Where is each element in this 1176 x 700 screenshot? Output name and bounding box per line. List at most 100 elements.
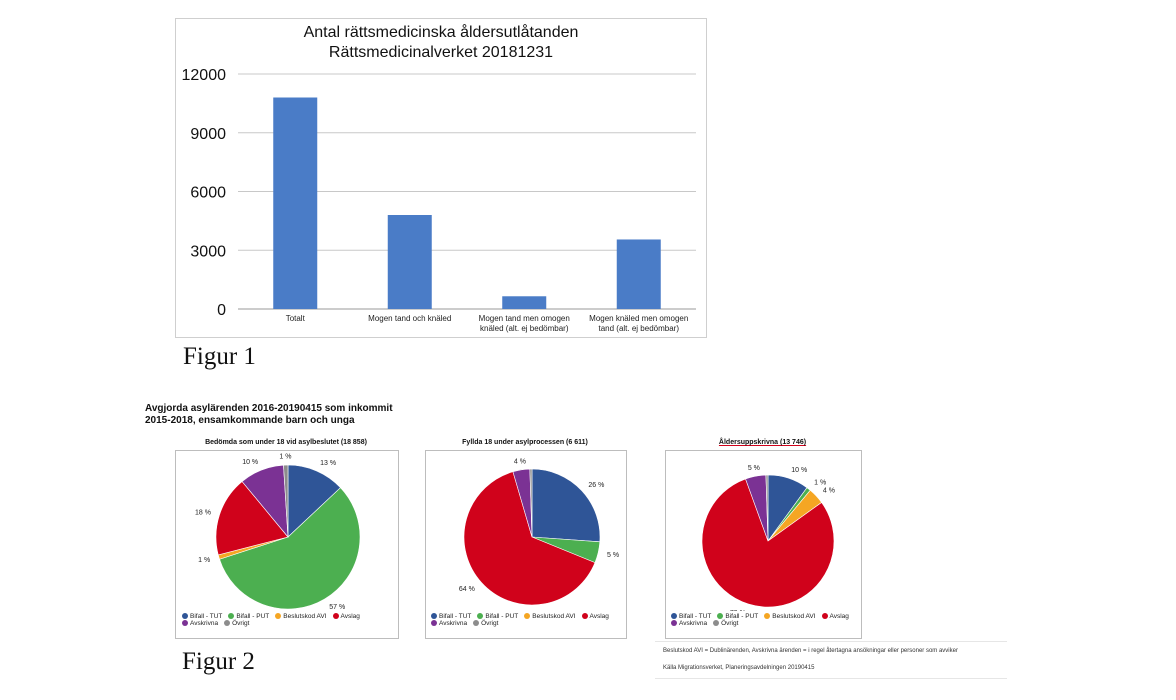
pie-slice: [529, 468, 533, 538]
legend-swatch: [671, 613, 677, 619]
legend-item: Övrigt: [713, 620, 738, 627]
pie-data-label: 18 %: [195, 509, 211, 516]
pie-slice: [287, 464, 341, 538]
legend-item: Avslag: [821, 613, 849, 620]
footnote-panel: Beslutskod AVI = Dublinärenden, Avskrivn…: [655, 641, 1007, 679]
pie-data-label: 26 %: [588, 482, 604, 489]
pie-data-label: 57 %: [329, 604, 345, 611]
x-tick-label: Mogen tand och knäled: [368, 314, 451, 323]
legend-swatch: [524, 613, 531, 619]
y-tick-label: 6000: [190, 185, 226, 202]
figur2-caption: Figur 2: [182, 648, 255, 675]
legend-swatch: [431, 620, 437, 626]
pie1-title: Bedömda som under 18 vid asylbeslutet (1…: [205, 439, 367, 446]
footnote-source: Källa Migrationsverket, Planeringsavdeln…: [663, 665, 815, 671]
pie2-legend: Bifall - TUT Bifall - PUT Beslutskod AVI Av…: [431, 613, 623, 627]
legend-label: Avslag: [589, 613, 609, 620]
figur2-heading: Avgjorda asylärenden 2016-20190415 som i…: [145, 403, 393, 427]
legend-swatch: [228, 613, 235, 619]
pie-data-label: 4 %: [823, 487, 835, 494]
legend-label: Avskrivna: [190, 620, 219, 627]
pie-data-label: 5 %: [607, 552, 619, 559]
pie1-panel: 13 % 57 % 1 % 18 % 10 % 1 % Bifall - TUT Bifal…: [175, 450, 399, 639]
y-tick-label: 0: [217, 302, 226, 319]
legend-item: Bifall - TUT: [182, 613, 222, 620]
legend-label: Beslutskod AVI: [532, 613, 576, 620]
legend-label: Avskrivna: [439, 620, 468, 627]
pie3-title: Åldersuppskrivna (13 746): [718, 439, 807, 446]
pie2-panel: 26 % 5 % 64 % 4 % Bifall - TUT Bifall - PUT B…: [425, 450, 627, 639]
pie-slice: [765, 474, 769, 542]
legend-label: Bifall - PUT: [236, 613, 270, 620]
legend-swatch: [332, 613, 339, 619]
legend-label: Bifall - TUT: [679, 613, 712, 620]
legend-label: Avskrivna: [679, 620, 708, 627]
legend-label: Bifall - TUT: [190, 613, 223, 620]
pie-data-label: 79 %: [730, 610, 746, 611]
pie-data-label: 1 %: [198, 557, 210, 564]
pie2-title: Fyllda 18 under asylprocessen (6 611): [462, 439, 588, 446]
legend-label: Avslag: [340, 613, 360, 620]
legend-item: Avslag: [581, 613, 609, 620]
legend-swatch: [224, 620, 231, 626]
pie-data-label: 10 %: [242, 459, 258, 466]
bar: [616, 239, 661, 309]
legend-label: Övrigt: [481, 620, 499, 627]
pie-slice: [531, 468, 601, 543]
pie3-panel: 10 % 1 %4 % 79 % 5 % Bifall - TUT Bifall - P…: [665, 450, 862, 639]
x-tick-label: Mogen tand men omogen: [479, 314, 570, 323]
legend-label: Övrigt: [232, 620, 250, 627]
legend-label: Beslutskod AVI: [772, 613, 816, 620]
legend-swatch: [671, 620, 677, 626]
pie3-legend: Bifall - TUT Bifall - PUT Beslutskod AVI Av…: [671, 613, 859, 627]
figur2-heading-line2: 2015-2018, ensamkommande barn och unga: [145, 415, 355, 426]
legend-item: Bifall - TUT: [431, 613, 471, 620]
pie3-chart: 10 % 1 %4 % 79 % 5 %: [701, 465, 835, 617]
pie2-chart: 26 % 5 % 64 % 4 %: [459, 458, 619, 606]
pie-data-label: 1 %: [814, 479, 826, 486]
pie-slice: [701, 478, 835, 608]
pie-slice: [463, 471, 596, 606]
legend-swatch: [275, 613, 282, 619]
legend-item: Avslag: [332, 613, 360, 620]
legend-item: Avskrivna: [671, 620, 707, 627]
pie-slice: [215, 481, 289, 556]
legend-swatch: [477, 613, 484, 619]
figur2-heading-line1: Avgjorda asylärenden 2016-20190415 som i…: [145, 403, 393, 414]
x-tick-label: Totalt: [286, 314, 306, 323]
legend-item: Bifall - PUT: [228, 613, 269, 620]
legend-label: Beslutskod AVI: [283, 613, 327, 620]
footnote-definitions: Beslutskod AVI = Dublinärenden, Avskrivn…: [663, 648, 958, 654]
legend-item: Övrigt: [224, 620, 249, 627]
legend-item: Bifall - PUT: [477, 613, 518, 620]
bar-chart-panel: Antal rättsmedicinska åldersutlåtanden Rä…: [175, 18, 707, 338]
legend-label: Bifall - PUT: [485, 613, 519, 620]
pie-data-label: 13 %: [320, 460, 336, 467]
pie-slice: [219, 487, 361, 610]
legend-item: Beslutskod AVI: [524, 613, 576, 620]
legend-item: Bifall - TUT: [671, 613, 711, 620]
legend-label: Övrigt: [721, 620, 739, 627]
legend-swatch: [182, 613, 188, 619]
bar: [502, 296, 547, 309]
legend-swatch: [431, 613, 437, 619]
figur1-caption: Figur 1: [183, 343, 256, 370]
x-tick-label: tand (alt. ej bedömbar): [599, 324, 680, 333]
pie-slice: [283, 464, 289, 538]
x-tick-label: knäled (alt. ej bedömbar): [480, 324, 569, 333]
pie-data-label: 4 %: [514, 458, 526, 465]
legend-item: Beslutskod AVI: [764, 613, 816, 620]
legend-item: Bifall - PUT: [717, 613, 758, 620]
y-tick-label: 3000: [190, 243, 226, 260]
x-tick-label: Mogen knäled men omogen: [589, 314, 688, 323]
y-tick-label: 12000: [182, 67, 227, 84]
legend-swatch: [713, 620, 720, 626]
legend-label: Bifall - PUT: [725, 613, 759, 620]
bar: [387, 215, 432, 309]
legend-item: Avskrivna: [182, 620, 218, 627]
legend-swatch: [821, 613, 828, 619]
pie-data-label: 10 %: [791, 467, 807, 474]
bar-chart-title: Antal rättsmedicinska åldersutlåtanden: [304, 23, 579, 41]
legend-item: Avskrivna: [431, 620, 467, 627]
bar-chart: Antal rättsmedicinska åldersutlåtanden Rä…: [182, 23, 696, 333]
